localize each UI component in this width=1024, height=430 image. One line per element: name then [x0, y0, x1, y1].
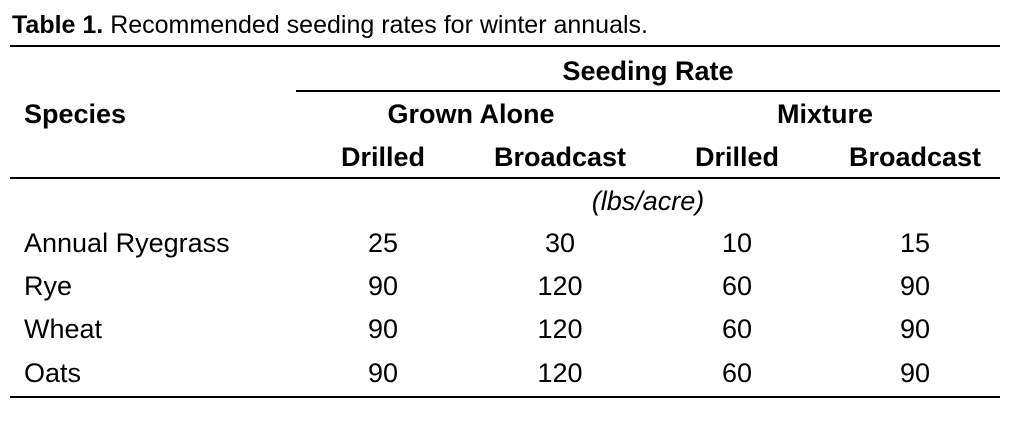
- table-cell: 90: [367, 314, 399, 344]
- seeding-rate-underline: [296, 90, 1000, 92]
- method-header-drilled-mixture: Drilled: [694, 142, 780, 172]
- grown-alone-header: Grown Alone: [387, 99, 555, 129]
- table-cell: 60: [721, 271, 753, 301]
- table-cell: 25: [367, 228, 399, 258]
- table-cell: 90: [899, 271, 931, 301]
- mixture-header: Mixture: [776, 99, 874, 129]
- table-cell: 60: [721, 314, 753, 344]
- table-row-species: Annual Ryegrass: [24, 228, 230, 258]
- table-cell: 30: [544, 228, 576, 258]
- table-caption-text: Recommended seeding rates for winter ann…: [103, 11, 648, 39]
- units-label: (lbs/acre): [591, 186, 705, 216]
- header-bottom-rule: [10, 177, 1000, 179]
- table-cell: 90: [899, 358, 931, 388]
- table-cell: 90: [367, 271, 399, 301]
- method-header-broadcast-alone: Broadcast: [493, 142, 627, 172]
- table-row-species: Rye: [24, 271, 73, 301]
- method-header-drilled-alone: Drilled: [340, 142, 426, 172]
- table-row-species: Wheat: [24, 314, 103, 344]
- table-cell: 120: [537, 271, 583, 301]
- table-cell: 120: [537, 314, 583, 344]
- table-cell: 10: [721, 228, 753, 258]
- table-top-rule: [10, 45, 1000, 47]
- table-row-species: Oats: [24, 358, 82, 388]
- table-cell: 90: [899, 314, 931, 344]
- species-column-header: Species: [24, 99, 127, 129]
- table-cell: 90: [367, 358, 399, 388]
- table-bottom-rule: [10, 396, 1000, 398]
- table-cell: 120: [537, 358, 583, 388]
- table-caption: Table 1. Recommended seeding rates for w…: [12, 8, 648, 42]
- method-header-broadcast-mixture: Broadcast: [848, 142, 982, 172]
- table-caption-label: Table 1.: [12, 11, 104, 39]
- seeding-rate-header: Seeding Rate: [562, 56, 734, 86]
- table-cell: 60: [721, 358, 753, 388]
- table-cell: 15: [899, 228, 931, 258]
